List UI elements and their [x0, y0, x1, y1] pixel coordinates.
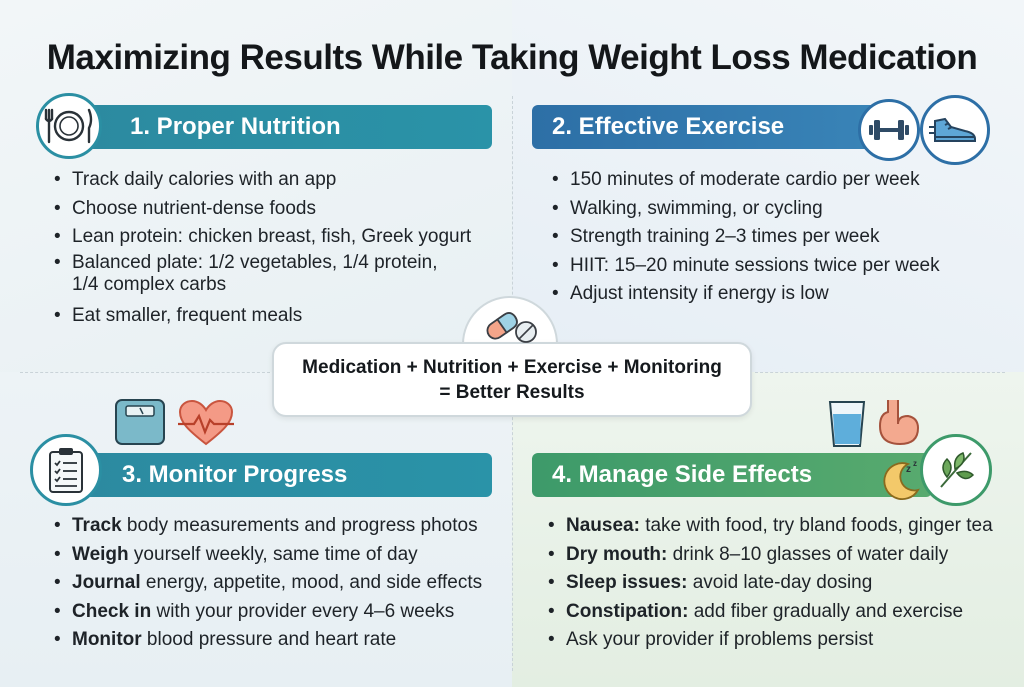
list-item: Strength training 2–3 times per week [552, 223, 992, 252]
water-glass-icon [826, 398, 868, 455]
list-item: Lean protein: chicken breast, fish, Gree… [54, 223, 504, 252]
scale-icon [112, 396, 168, 453]
moon-sleep-icon: z z [878, 456, 924, 507]
plate-fork-knife-icon [36, 93, 102, 159]
list-item: Weigh yourself weekly, same time of day [54, 541, 504, 570]
list-item: Nausea: take with food, try bland foods,… [548, 512, 1018, 541]
section-heading-exercise: 2. Effective Exercise [532, 105, 912, 149]
heart-rate-icon [176, 398, 236, 453]
list-item: Eat smaller, frequent meals [54, 302, 504, 331]
list-item: Constipation: add fiber gradually and ex… [548, 598, 1018, 627]
herb-leaf-icon [920, 434, 992, 506]
center-summary: Medication + Nutrition + Exercise + Moni… [272, 342, 752, 417]
exercise-list: 150 minutes of moderate cardio per week … [552, 166, 992, 309]
list-item: Sleep issues: avoid late-day dosing [548, 569, 1018, 598]
list-item: Adjust intensity if energy is low [552, 280, 992, 309]
list-item: Check in with your provider every 4–6 we… [54, 598, 504, 627]
list-item: Choose nutrient-dense foods [54, 195, 504, 224]
nutrition-list: Track daily calories with an app Choose … [54, 166, 504, 330]
summary-line-2: = Better Results [439, 381, 585, 403]
sneaker-icon [920, 95, 990, 165]
svg-text:z: z [913, 459, 917, 468]
dumbbell-icon [858, 99, 920, 161]
stomach-icon [872, 398, 922, 453]
divider-horizontal-right [755, 372, 1005, 373]
page-title: Maximizing Results While Taking Weight L… [46, 38, 978, 77]
section-heading-nutrition: 1. Proper Nutrition [78, 105, 492, 149]
section-heading-side-effects: 4. Manage Side Effects [532, 453, 932, 497]
list-item: HIIT: 15–20 minute sessions twice per we… [552, 252, 992, 281]
list-item: Ask your provider if problems persist [548, 626, 1018, 655]
summary-line-1: Medication + Nutrition + Exercise + Moni… [302, 356, 722, 378]
monitor-list: Track body measurements and progress pho… [54, 512, 504, 655]
list-item: Track body measurements and progress pho… [54, 512, 504, 541]
list-item: Monitor blood pressure and heart rate [54, 626, 504, 655]
list-item: 150 minutes of moderate cardio per week [552, 166, 992, 195]
pills-icon [484, 304, 540, 353]
list-item: Dry mouth: drink 8–10 glasses of water d… [548, 541, 1018, 570]
section-heading-monitor: 3. Monitor Progress [78, 453, 492, 497]
list-item: Balanced plate: 1/2 vegetables, 1/4 prot… [54, 252, 494, 296]
list-item: Track daily calories with an app [54, 166, 504, 195]
list-item: Journal energy, appetite, mood, and side… [54, 569, 504, 598]
divider-horizontal-left [20, 372, 270, 373]
side-effects-list: Nausea: take with food, try bland foods,… [548, 512, 1018, 655]
svg-text:z: z [906, 464, 911, 475]
list-item: Walking, swimming, or cycling [552, 195, 992, 224]
clipboard-icon [30, 434, 102, 506]
